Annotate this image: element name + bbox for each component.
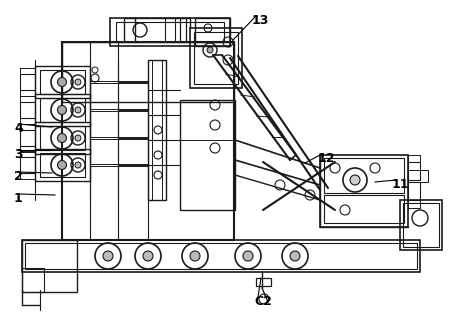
Circle shape (57, 160, 66, 169)
Bar (35, 149, 90, 181)
Text: 12: 12 (318, 152, 335, 165)
Circle shape (57, 77, 66, 86)
Circle shape (207, 47, 213, 53)
Bar (40, 126, 85, 150)
Circle shape (243, 251, 253, 261)
Bar (324, 195, 404, 223)
Bar (148, 60, 166, 200)
Bar (408, 182, 420, 200)
Bar (22, 240, 420, 272)
Bar (40, 153, 85, 177)
Text: 11: 11 (392, 178, 409, 191)
Circle shape (75, 162, 81, 168)
Circle shape (75, 107, 81, 113)
Bar (22, 268, 44, 292)
Bar (408, 162, 420, 180)
Circle shape (103, 251, 113, 261)
Circle shape (190, 251, 200, 261)
Bar (194, 32, 238, 84)
Bar (25, 243, 417, 269)
Circle shape (143, 251, 153, 261)
Text: 13: 13 (252, 14, 269, 27)
Bar (116, 22, 224, 42)
Circle shape (290, 251, 300, 261)
Circle shape (75, 79, 81, 85)
Text: 3: 3 (14, 148, 22, 161)
Bar (35, 122, 90, 154)
Bar (62, 42, 234, 102)
Bar (324, 158, 404, 193)
Bar (195, 18, 230, 46)
Text: 2: 2 (14, 170, 23, 183)
Bar (400, 200, 442, 250)
Circle shape (57, 106, 66, 115)
Bar (190, 28, 242, 88)
Bar (40, 70, 85, 94)
Bar (408, 170, 428, 182)
Bar (110, 18, 230, 46)
Bar (320, 155, 408, 227)
Text: 4: 4 (14, 122, 23, 135)
Bar (22, 240, 77, 292)
Bar (403, 203, 439, 247)
Bar (180, 100, 235, 210)
Circle shape (57, 134, 66, 143)
Bar (35, 66, 90, 98)
Text: 1: 1 (14, 192, 23, 205)
Bar (40, 98, 85, 122)
Bar (35, 94, 90, 126)
Circle shape (75, 135, 81, 141)
Bar (256, 278, 271, 286)
Bar (62, 42, 234, 240)
Circle shape (350, 175, 360, 185)
Text: C2: C2 (254, 295, 272, 308)
